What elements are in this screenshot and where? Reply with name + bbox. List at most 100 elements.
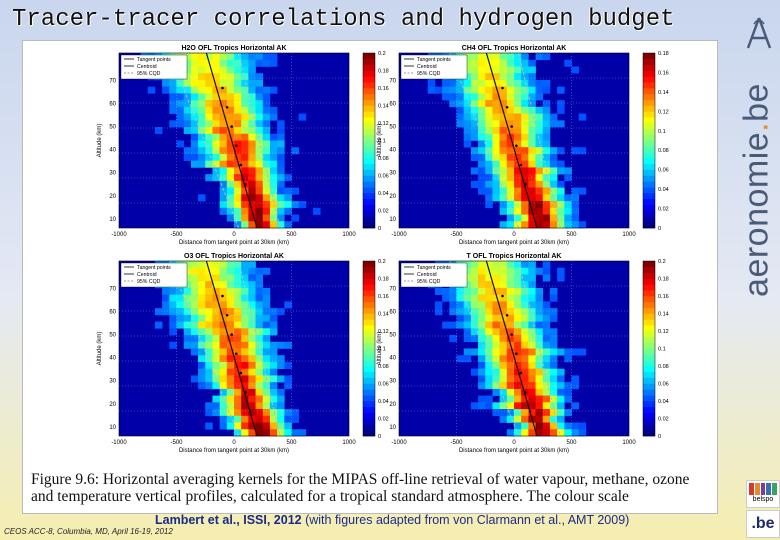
heatmap-cell (234, 368, 242, 376)
heatmap-cell (492, 194, 500, 202)
tangent-point (225, 105, 229, 109)
heatmap-cell (241, 73, 249, 81)
heatmap-cell (226, 100, 235, 108)
heatmap-cell (478, 301, 486, 309)
heatmap-cell (234, 59, 242, 67)
heatmap-cell (463, 133, 472, 141)
heatmap-cell (571, 422, 579, 430)
heatmap-cell (463, 261, 472, 269)
heatmap-cell (198, 120, 206, 128)
heatmap-cell (557, 382, 565, 390)
y-tick-label: 10 (109, 217, 116, 223)
heatmap-cell (506, 100, 515, 108)
heatmap-cell (463, 106, 472, 114)
legend-entry: Centroid (137, 64, 157, 70)
heatmap-cell (262, 207, 271, 215)
heatmap-cell (205, 120, 213, 128)
heatmap-cell (291, 409, 299, 417)
heatmap-cell (248, 308, 256, 316)
heatmap-cell (183, 120, 192, 128)
heatmap-cell (549, 409, 558, 417)
heatmap-cell (521, 422, 529, 430)
heatmap-cell (478, 53, 486, 61)
heatmap-cell (255, 214, 264, 222)
heatmap-cell (190, 113, 199, 121)
heatmap-cell (521, 201, 529, 209)
heatmap-cell (542, 153, 551, 161)
heatmap-cell (499, 341, 508, 349)
heatmap-cell (198, 348, 206, 356)
legend-entry: Tangent points (137, 57, 171, 63)
cqd-line-left (449, 260, 520, 437)
heatmap-cell (528, 395, 536, 403)
heatmap-cell (514, 221, 522, 229)
heatmap-cell (557, 120, 565, 128)
colorbar-tick-label: 0.02 (658, 417, 669, 423)
heatmap-cell (219, 147, 228, 155)
heatmap-cell (248, 167, 256, 175)
heatmap-cell (241, 201, 249, 209)
heatmap-cell (528, 140, 536, 148)
panel-o3: O3 OFL Tropics Horizontal AK Tangent poin… (83, 251, 413, 471)
heatmap-cell (248, 274, 256, 282)
heatmap-cell (190, 53, 199, 61)
heatmap-cell (219, 174, 228, 182)
heatmap-cell (514, 375, 522, 383)
tangent-point (505, 313, 509, 317)
heatmap-cell (485, 113, 493, 121)
heatmap-cell (427, 86, 436, 94)
heatmap-cell (557, 267, 565, 275)
heatmap-cell (212, 294, 220, 302)
heatmap-cell (542, 308, 551, 316)
heatmap-cell (542, 415, 551, 423)
heatmap-cell (542, 361, 551, 369)
heatmap-cell (557, 409, 565, 417)
y-tick-label: 50 (109, 125, 116, 131)
heatmap-cell (506, 348, 515, 356)
heatmap-cell (535, 207, 544, 215)
heatmap-cell (262, 113, 271, 121)
heatmap-cell (248, 375, 256, 383)
heatmap-cell (528, 93, 536, 101)
heatmap-cell (248, 361, 256, 369)
heatmap-cell (506, 207, 515, 215)
heatmap-cell (212, 100, 220, 108)
heatmap-cell (571, 201, 579, 209)
colorbar-tick-label: 0.16 (378, 294, 389, 300)
heatmap-cell (485, 86, 493, 94)
heatmap-cell (255, 100, 264, 108)
colorbar: 0 0.02 0.04 0.06 0.08 0.1 0.12 0.14 0.16 0.18 (642, 51, 669, 232)
heatmap-cell (499, 120, 508, 128)
x-axis-label: Distance from tangent point at 30km (km) (179, 240, 289, 246)
heatmap-cell (255, 328, 264, 336)
heatmap-cell (234, 328, 242, 336)
heatmap-cell (255, 422, 264, 430)
heatmap-cell (535, 402, 544, 410)
heatmap-cell (528, 287, 536, 295)
heatmap-cell (549, 174, 558, 182)
credit-authors: Lambert et al., ISSI, 2012 (155, 513, 302, 527)
colorbar-tick-label: 0.06 (378, 382, 389, 388)
heatmap-cell (521, 355, 529, 363)
heatmap-cell (241, 160, 249, 168)
heatmap-cell (535, 341, 544, 349)
heatmap-cell (514, 214, 522, 222)
heatmap-cell (485, 53, 493, 61)
heatmap-cell (226, 321, 235, 329)
heatmap-cell (485, 153, 493, 161)
heatmap-cell (183, 59, 192, 67)
heatmap-cell (506, 335, 515, 343)
heatmap-cell (176, 321, 184, 329)
heatmap-cell (241, 402, 249, 410)
heatmap-cell (521, 294, 529, 302)
heatmap-cell (521, 409, 529, 417)
heatmap-cell (234, 402, 242, 410)
heatmap-cell (542, 106, 551, 114)
heatmap-cell (255, 395, 264, 403)
heatmap-cell (478, 59, 486, 67)
heatmap-cell (542, 341, 551, 349)
heatmap-cell (198, 106, 206, 114)
heatmap-cell (205, 160, 213, 168)
heatmap-cell (485, 402, 493, 410)
heatmap-cell (212, 140, 220, 148)
